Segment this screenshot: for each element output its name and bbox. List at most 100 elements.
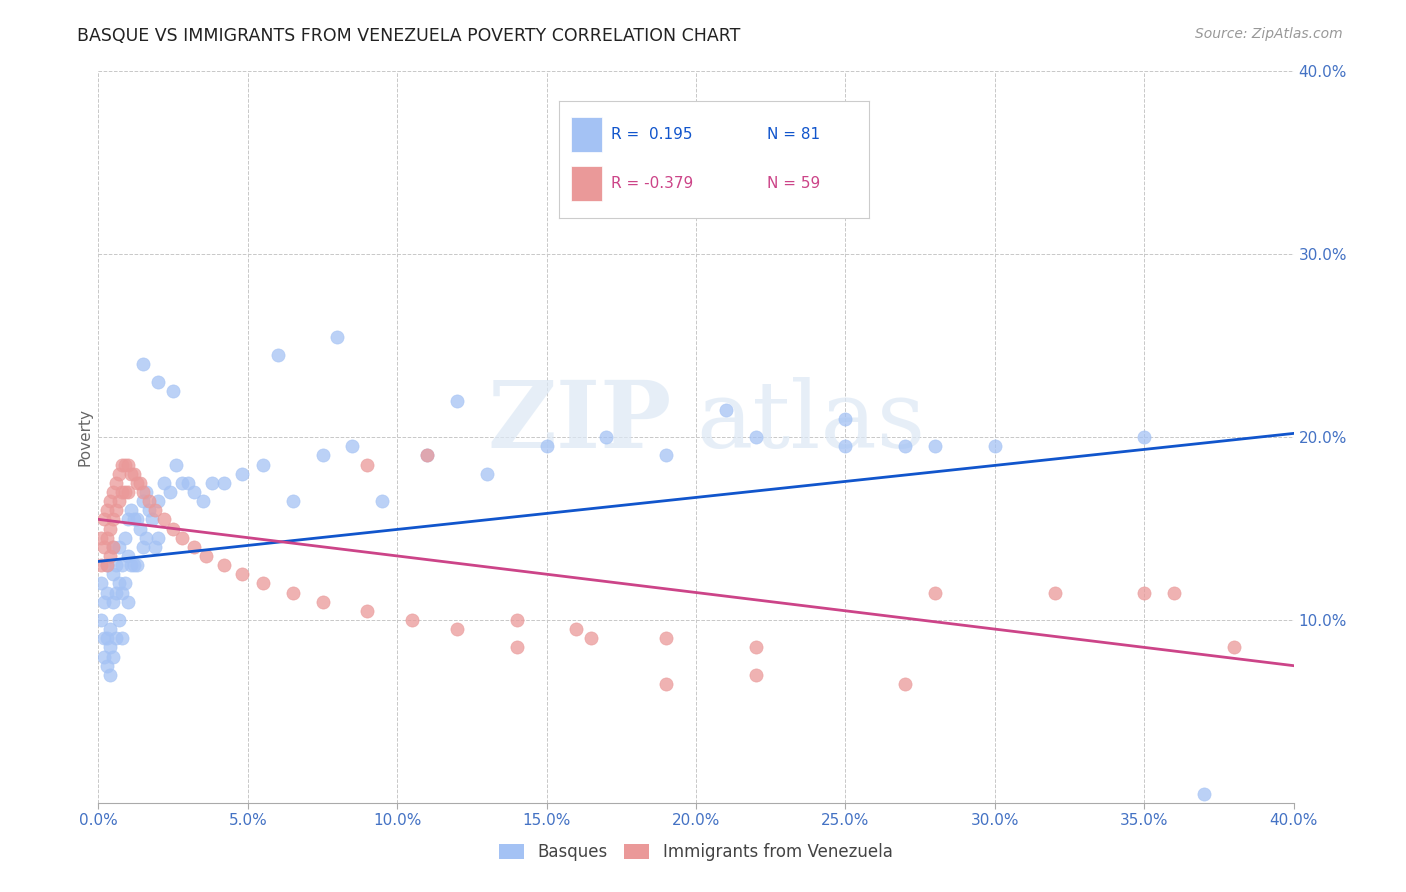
Point — [96, 558, 118, 573]
Point — [745, 640, 768, 655]
Point — [90, 558, 112, 573]
Point — [1133, 430, 1156, 444]
Point — [96, 558, 118, 573]
Point — [191, 494, 214, 508]
Point — [212, 558, 235, 573]
Point — [655, 677, 678, 691]
Point — [311, 594, 333, 608]
Point — [834, 439, 856, 453]
Point — [143, 540, 166, 554]
Point — [1163, 585, 1185, 599]
Point — [108, 576, 131, 591]
Point — [371, 494, 394, 508]
Point — [446, 622, 468, 636]
Point — [103, 485, 125, 500]
Point — [132, 540, 155, 554]
Point — [177, 475, 200, 490]
Point — [356, 604, 378, 618]
Point — [195, 549, 218, 563]
Point — [127, 558, 149, 573]
Point — [252, 576, 274, 591]
Point — [141, 512, 163, 526]
Point — [475, 467, 498, 481]
Point — [117, 594, 139, 608]
Point — [135, 485, 157, 500]
Point — [172, 531, 194, 545]
Point — [745, 430, 768, 444]
Point — [565, 622, 588, 636]
Point — [894, 677, 917, 691]
Point — [96, 531, 118, 545]
Point — [120, 467, 142, 481]
Point — [103, 512, 125, 526]
Text: BASQUE VS IMMIGRANTS FROM VENEZUELA POVERTY CORRELATION CHART: BASQUE VS IMMIGRANTS FROM VENEZUELA POVE… — [77, 27, 741, 45]
Point — [714, 402, 737, 417]
Point — [132, 494, 155, 508]
Point — [96, 632, 118, 646]
Point — [103, 594, 125, 608]
Point — [129, 521, 152, 535]
Point — [124, 512, 146, 526]
Point — [148, 531, 170, 545]
Point — [108, 540, 131, 554]
Point — [103, 567, 125, 582]
Text: Source: ZipAtlas.com: Source: ZipAtlas.com — [1195, 27, 1343, 41]
Point — [143, 503, 166, 517]
Point — [98, 640, 122, 655]
Point — [894, 439, 917, 453]
Point — [416, 448, 439, 462]
Y-axis label: Poverty: Poverty — [77, 408, 93, 467]
Point — [138, 503, 160, 517]
Point — [342, 439, 364, 453]
Point — [93, 512, 115, 526]
Point — [212, 475, 235, 490]
Point — [165, 458, 187, 472]
Point — [103, 540, 125, 554]
Text: ZIP: ZIP — [488, 377, 672, 467]
Point — [90, 531, 112, 545]
Point — [98, 667, 122, 681]
Point — [581, 632, 603, 646]
Point — [127, 512, 149, 526]
Point — [117, 549, 139, 563]
Point — [506, 613, 529, 627]
Point — [105, 632, 128, 646]
Point — [655, 448, 678, 462]
Point — [117, 458, 139, 472]
Point — [111, 558, 134, 573]
Point — [93, 649, 115, 664]
Point — [311, 448, 333, 462]
Point — [162, 521, 184, 535]
Point — [267, 348, 290, 362]
Point — [90, 613, 112, 627]
Point — [183, 540, 205, 554]
Point — [148, 494, 170, 508]
Point — [114, 576, 136, 591]
Point — [108, 467, 131, 481]
Point — [105, 585, 128, 599]
Point — [356, 458, 378, 472]
Point — [114, 485, 136, 500]
Point — [96, 658, 118, 673]
Point — [148, 375, 170, 389]
Point — [536, 439, 558, 453]
Point — [1043, 585, 1066, 599]
Point — [96, 503, 118, 517]
Point — [93, 632, 115, 646]
Point — [416, 448, 439, 462]
Point — [252, 458, 274, 472]
Point — [127, 475, 149, 490]
Point — [326, 329, 349, 343]
Point — [111, 632, 134, 646]
Point — [506, 640, 529, 655]
Point — [1133, 585, 1156, 599]
Point — [162, 384, 184, 399]
Legend: Basques, Immigrants from Venezuela: Basques, Immigrants from Venezuela — [492, 837, 900, 868]
Point — [132, 357, 155, 371]
Text: atlas: atlas — [696, 377, 925, 467]
Point — [93, 540, 115, 554]
Point — [401, 613, 423, 627]
Point — [108, 613, 131, 627]
Point — [924, 585, 946, 599]
Point — [120, 503, 142, 517]
